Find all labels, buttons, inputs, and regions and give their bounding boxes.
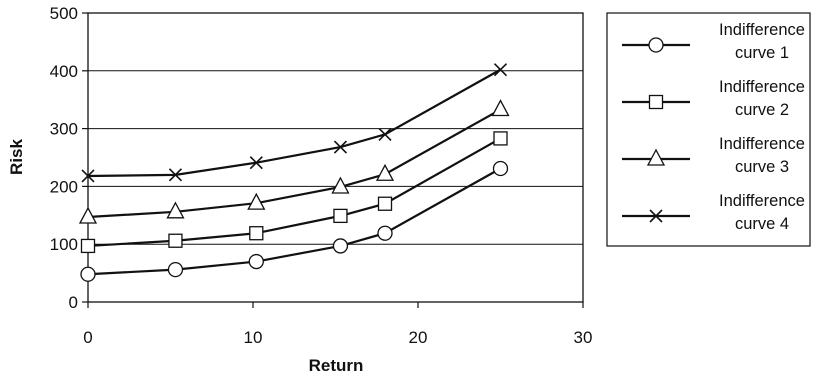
legend-label-1-line-1: Indifference bbox=[719, 21, 805, 39]
series-3-line bbox=[87, 108, 502, 219]
legend-item-2: Indifference curve 2 bbox=[622, 78, 805, 119]
axis-ticks: 0 100 200 300 400 500 0 10 20 30 bbox=[50, 4, 593, 347]
y-tick-label-0: 0 bbox=[69, 293, 78, 312]
x-tick-label-20: 20 bbox=[409, 328, 428, 347]
series-4-point-4 bbox=[333, 140, 348, 154]
legend-label-4-line-2: curve 4 bbox=[735, 215, 789, 233]
y-tick-label-100: 100 bbox=[50, 235, 78, 254]
series-1 bbox=[80, 160, 509, 282]
series-3 bbox=[78, 99, 510, 224]
y-tick-label-500: 500 bbox=[50, 4, 78, 23]
series-2-point-6 bbox=[493, 131, 508, 146]
series-4-point-2 bbox=[168, 168, 183, 182]
legend-label-2-line-2: curve 2 bbox=[735, 101, 789, 119]
legend-label-1-line-2: curve 1 bbox=[735, 44, 789, 62]
series-2-point-3 bbox=[249, 226, 264, 241]
series-3-point-3 bbox=[247, 192, 266, 210]
legend-item-1: Indifference curve 1 bbox=[622, 21, 805, 62]
series-3-point-2 bbox=[166, 201, 185, 219]
x-axis-title: Return bbox=[309, 356, 364, 375]
series-1-point-3 bbox=[248, 253, 264, 270]
legend-label-3-line-1: Indifference bbox=[719, 135, 805, 153]
series-4-point-2-stroke-b bbox=[168, 168, 183, 182]
series-4-point-1 bbox=[81, 169, 95, 183]
y-tick-label-300: 300 bbox=[50, 120, 78, 139]
legend-label-3-line-2: curve 3 bbox=[735, 158, 789, 176]
series-3-point-6 bbox=[491, 99, 510, 117]
legend-marker-2 bbox=[648, 94, 664, 110]
legend-marker-4-stroke-b bbox=[649, 209, 663, 223]
series-1-point-1 bbox=[80, 266, 96, 282]
series-2-line bbox=[87, 137, 502, 248]
series-4 bbox=[81, 63, 508, 183]
series-4-point-6 bbox=[493, 63, 508, 77]
series-1-point-6 bbox=[492, 160, 509, 177]
series-4-point-3 bbox=[249, 156, 263, 170]
series-4-line bbox=[87, 68, 502, 178]
series-2 bbox=[80, 131, 508, 254]
x-tick-label-10: 10 bbox=[244, 328, 263, 347]
series-4-point-5-stroke-b bbox=[378, 127, 392, 141]
y-tick-label-400: 400 bbox=[50, 62, 78, 81]
series-1-point-5 bbox=[377, 225, 393, 241]
legend-marker-4 bbox=[649, 209, 663, 223]
legend-marker-3 bbox=[646, 148, 666, 166]
series-1-point-2 bbox=[167, 261, 184, 278]
series-1-line bbox=[87, 167, 502, 276]
legend-label-2-line-1: Indifference bbox=[719, 78, 805, 96]
legend-label-4-line-1: Indifference bbox=[719, 192, 805, 210]
legend-frame bbox=[606, 12, 811, 247]
x-tick-label-0: 0 bbox=[83, 328, 92, 347]
legend-item-4: Indifference curve 4 bbox=[622, 192, 805, 233]
series-3-point-1 bbox=[78, 206, 98, 224]
plot-area-frame bbox=[87, 12, 584, 303]
x-tick-label-30: 30 bbox=[574, 328, 593, 347]
series-1-point-4 bbox=[332, 238, 349, 254]
series-4-point-3-stroke-b bbox=[249, 156, 263, 170]
series-4-point-4-stroke-b bbox=[333, 140, 348, 154]
series-2-point-2 bbox=[168, 233, 183, 248]
series-layer bbox=[78, 63, 510, 282]
legend-item-3: Indifference curve 3 bbox=[622, 135, 805, 176]
series-3-point-5 bbox=[375, 163, 395, 181]
series-2-point-1 bbox=[80, 238, 96, 254]
y-axis-title: Risk bbox=[7, 139, 26, 175]
series-4-point-5 bbox=[378, 127, 392, 141]
legend-marker-1 bbox=[648, 37, 664, 53]
series-2-point-4 bbox=[333, 208, 348, 224]
series-3-point-4 bbox=[331, 176, 350, 194]
y-tick-label-200: 200 bbox=[50, 177, 78, 196]
series-2-point-5 bbox=[377, 196, 393, 211]
series-4-point-6-stroke-b bbox=[493, 63, 508, 77]
series-4-point-1-stroke-b bbox=[81, 169, 95, 183]
